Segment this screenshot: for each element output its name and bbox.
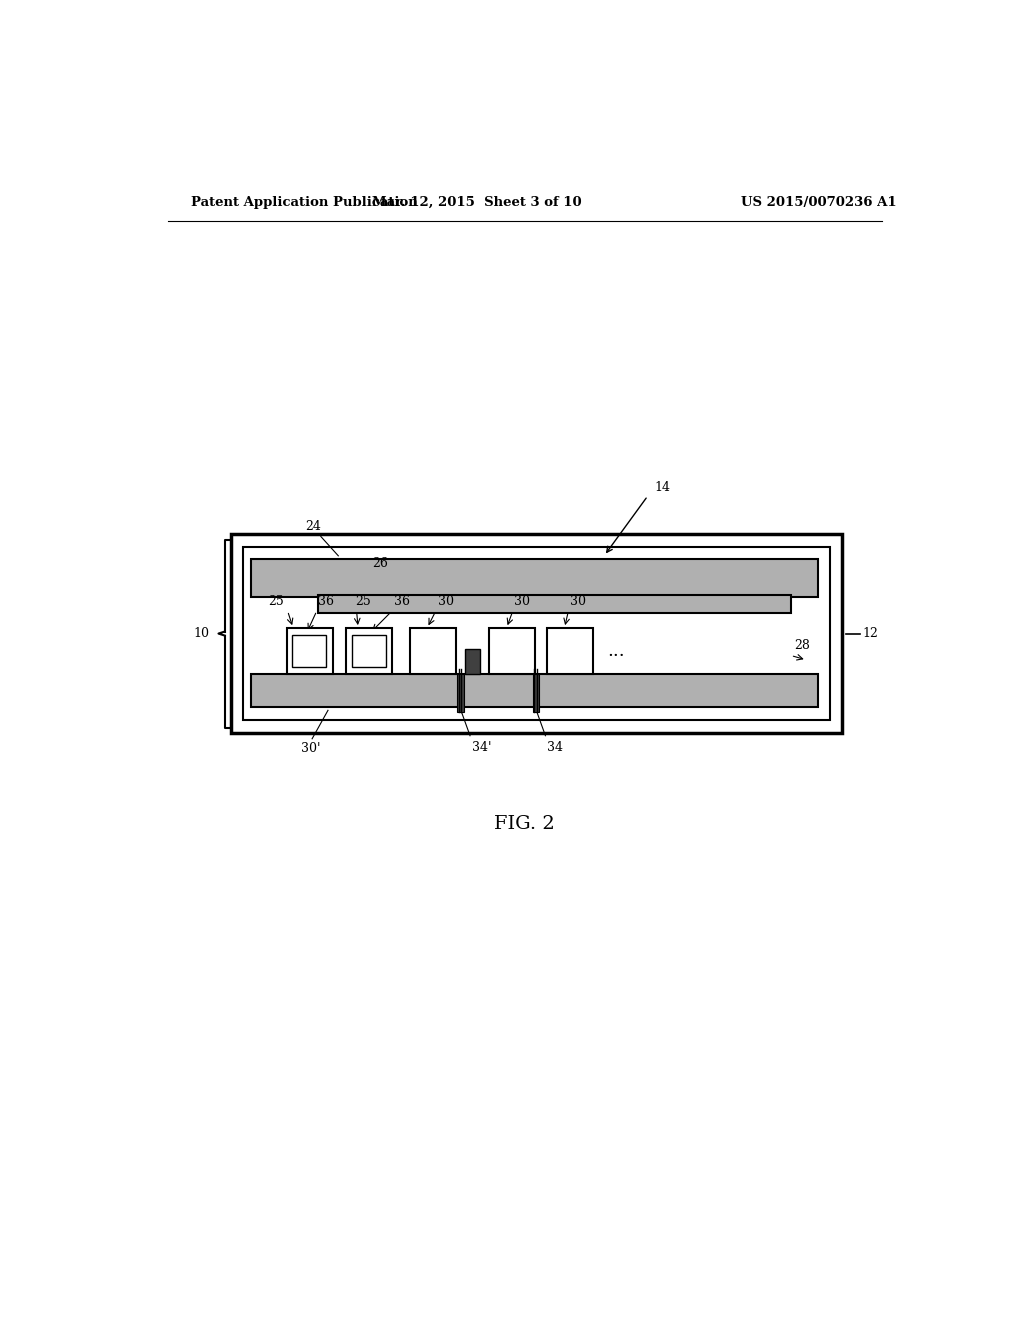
Text: 30: 30 [437,594,454,607]
Bar [410,628,456,673]
Text: 30': 30' [301,742,321,755]
Bar [318,595,791,612]
Text: 34: 34 [547,741,563,754]
Bar [465,648,479,673]
Text: 24: 24 [305,520,321,533]
Bar [231,535,842,733]
Text: 12: 12 [863,627,879,640]
Text: Patent Application Publication: Patent Application Publication [191,195,418,209]
Text: 28: 28 [795,639,811,652]
Text: FIG. 2: FIG. 2 [495,816,555,833]
Bar [251,558,818,598]
Text: 25: 25 [355,594,371,607]
Text: 36: 36 [318,594,335,607]
Text: US 2015/0070236 A1: US 2015/0070236 A1 [740,195,896,209]
Text: 25: 25 [268,594,284,607]
Bar [346,628,392,673]
Text: ...: ... [607,642,625,660]
Text: 34': 34' [472,741,492,754]
Text: 36: 36 [394,594,410,607]
Bar [489,628,536,673]
Bar [292,635,327,667]
Text: 30: 30 [514,594,530,607]
Bar [532,673,539,713]
Text: 14: 14 [654,480,670,494]
Bar [458,673,464,713]
Bar [243,546,830,721]
Text: 30: 30 [570,594,586,607]
Bar [251,673,818,708]
Text: 10: 10 [193,627,209,640]
Bar [352,635,386,667]
Text: Mar. 12, 2015  Sheet 3 of 10: Mar. 12, 2015 Sheet 3 of 10 [373,195,582,209]
Bar [287,628,333,673]
Text: 26: 26 [373,557,388,570]
Bar [547,628,593,673]
